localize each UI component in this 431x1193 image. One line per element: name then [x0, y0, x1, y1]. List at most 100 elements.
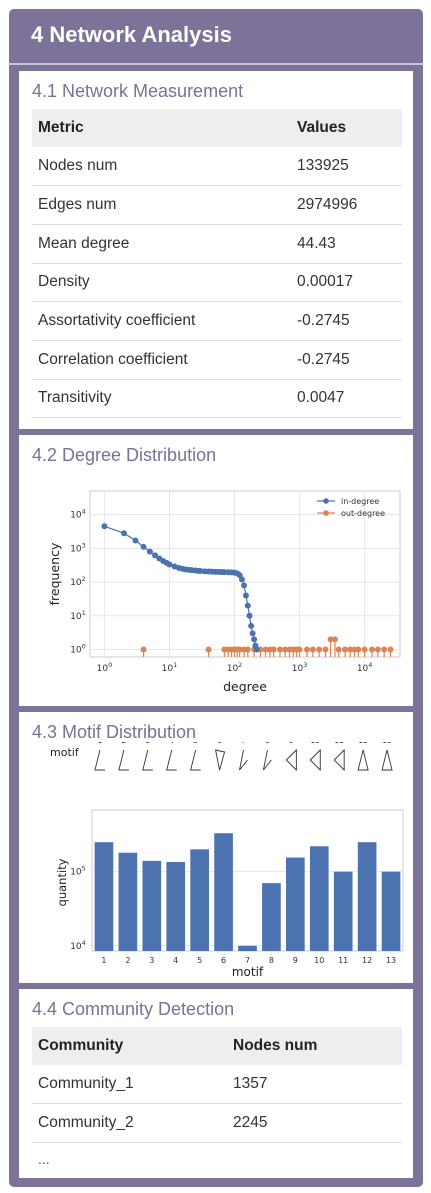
- in-degree-point: [166, 561, 173, 568]
- motif-distribution-card: 4.3 Motif Distribution motif123456789101…: [19, 712, 413, 983]
- x-tick-label: 3: [149, 956, 154, 965]
- motif-bar: [118, 852, 138, 951]
- motif-glyph-number: 11: [334, 742, 344, 745]
- section-title-measurement: 4.1 Network Measurement: [32, 81, 244, 101]
- table-header-row: Community Nodes num: [32, 1027, 402, 1065]
- page-title: 4 Network Analysis: [31, 22, 232, 47]
- row-label-cell: Community_2: [32, 1103, 227, 1143]
- row-label-cell: Edges num: [32, 185, 291, 225]
- out-degree-point: [303, 646, 310, 653]
- motif-bar: [214, 833, 233, 951]
- row-value-cell: -0.2745: [291, 340, 402, 380]
- motif-bar: [238, 945, 257, 951]
- out-degree-point: [381, 646, 388, 653]
- motif-glyph-icon: [262, 749, 272, 771]
- degree-distribution-chart: 100 101 102 103 104 100 101 102 103 104 in-degree o…: [47, 490, 401, 694]
- in-degree-point: [132, 537, 139, 544]
- x-tick-label: 102: [227, 661, 243, 674]
- table-row: Transitivity 0.0047: [32, 379, 402, 419]
- x-axis-label: degree: [223, 679, 267, 694]
- section-title-community: 4.4 Community Detection: [32, 999, 235, 1019]
- x-tick-label: 7: [245, 956, 250, 965]
- in-degree-point: [146, 548, 153, 555]
- motif-bar: [94, 842, 114, 951]
- motif-glyph-number: 6: [217, 742, 222, 745]
- out-degree-point: [296, 646, 303, 653]
- motif-bar: [142, 860, 162, 951]
- y-tick-label: 104: [70, 508, 86, 521]
- out-degree-point: [244, 646, 251, 653]
- y-tick-label: 105: [70, 865, 86, 878]
- in-degree-point: [253, 646, 260, 653]
- row-value-cell: 2245: [227, 1103, 402, 1143]
- motif-glyph-icon: [285, 748, 297, 772]
- legend-marker: [323, 498, 329, 504]
- row-label-cell: Density: [32, 263, 291, 303]
- motif-glyph-number: 7: [241, 742, 246, 745]
- legend-label: out-degree: [341, 509, 385, 518]
- y-tick-label: 104: [70, 939, 86, 952]
- out-degree-point: [322, 646, 329, 653]
- out-degree-point: [335, 646, 342, 653]
- motif-glyph-number: 3: [145, 742, 150, 745]
- motif-glyph-icon: [381, 749, 393, 771]
- row-label-cell: Nodes num: [32, 147, 291, 187]
- motif-bar: [286, 857, 305, 951]
- out-degree-point: [276, 646, 283, 653]
- motif-glyph-number: 13: [382, 742, 392, 745]
- motif-bar: [309, 846, 329, 951]
- column-header-metric: Metric: [32, 109, 291, 147]
- in-degree-point: [249, 630, 256, 637]
- motif-glyph-number: 8: [265, 742, 270, 745]
- row-label-cell: Community_1: [32, 1065, 227, 1105]
- plot-area: [91, 809, 404, 952]
- table-row: Edges num 2974996: [32, 185, 402, 225]
- table-row: Density 0.00017: [32, 263, 402, 303]
- motif-glyph-icon: [166, 749, 177, 771]
- in-degree-point: [197, 568, 204, 575]
- column-header-values: Values: [291, 109, 402, 147]
- out-degree-point: [331, 636, 338, 643]
- x-tick-label: 13: [386, 956, 396, 965]
- out-degree-point: [282, 646, 289, 653]
- table-row: Assortativity coefficient -0.2745: [32, 301, 402, 341]
- table-row: Nodes num 133925: [32, 147, 402, 187]
- motif-glyph-number: 5: [193, 742, 198, 745]
- motif-bar: [190, 849, 209, 951]
- x-tick-label: 9: [293, 956, 298, 965]
- in-degree-point: [140, 543, 147, 550]
- row-value-cell: -0.2745: [291, 301, 402, 341]
- motif-glyph-number: 10: [310, 742, 320, 745]
- x-tick-label: 101: [162, 661, 178, 674]
- y-axis-label: frequency: [47, 542, 62, 605]
- motif-glyph-icon: [215, 749, 226, 771]
- in-degree-point: [121, 530, 128, 537]
- x-tick-label: 10: [314, 956, 324, 965]
- table-header-row: Metric Values: [32, 109, 402, 147]
- out-degree-point: [361, 646, 368, 653]
- in-degree-point: [251, 636, 258, 643]
- x-tick-label: 11: [338, 956, 348, 965]
- in-degree-point: [152, 552, 159, 559]
- in-degree-point: [246, 612, 253, 619]
- motif-glyph-number: 4: [169, 742, 174, 745]
- out-degree-point: [347, 646, 354, 653]
- community-table-body: Community_1 1357 Community_2 2245: [32, 1065, 402, 1143]
- community-table: Community Nodes num Community_1 1357 Commu…: [32, 1027, 402, 1143]
- plot-area: [89, 490, 401, 658]
- in-degree-point: [248, 622, 255, 629]
- out-degree-point: [262, 646, 269, 653]
- out-degree-point: [205, 646, 212, 653]
- section-title-degree: 4.2 Degree Distribution: [32, 445, 217, 465]
- table-row: Community_1 1357: [32, 1065, 402, 1105]
- motif-glyph-icon: [357, 749, 369, 771]
- motif-bar: [166, 862, 186, 951]
- motif-glyph-icon: [94, 749, 105, 771]
- row-label-cell: Transitivity: [32, 379, 291, 419]
- row-label-cell: Assortativity coefficient: [32, 301, 291, 341]
- in-degree-point: [101, 523, 108, 530]
- x-tick-label: 12: [362, 956, 372, 965]
- x-tick-label: 6: [221, 956, 226, 965]
- x-tick-label: 100: [97, 661, 113, 674]
- legend-marker: [323, 510, 329, 516]
